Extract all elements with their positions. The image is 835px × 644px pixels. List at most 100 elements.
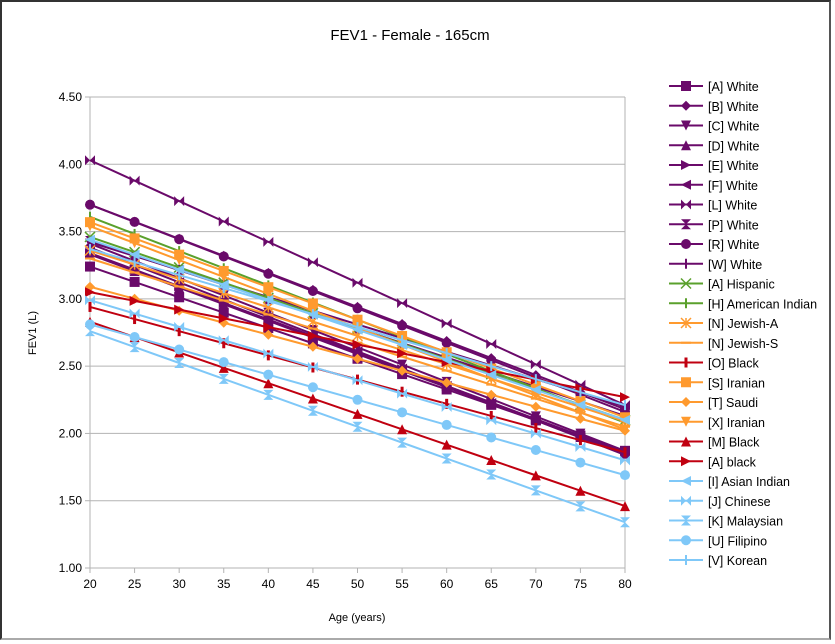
marker-hourglass: [530, 485, 541, 496]
marker-hourglass: [681, 515, 691, 526]
legend-label: [U] Filipino: [708, 534, 767, 548]
marker-circle: [129, 216, 140, 227]
marker-hourglass: [575, 501, 586, 512]
series-line: [85, 295, 630, 466]
legend-item: [M] Black: [669, 436, 760, 450]
marker-hourglass: [174, 358, 185, 369]
marker-bowtie: [129, 175, 140, 186]
marker-circle: [263, 268, 274, 279]
legend: [A] White [B] White [C] White [D] White [E] …: [669, 80, 817, 568]
marker-bowtie: [85, 295, 95, 306]
legend-item: [K] Malaysian: [669, 515, 783, 529]
legend-item: [A] black: [669, 455, 757, 469]
marker-square: [218, 265, 229, 276]
marker-tri-down: [174, 255, 185, 266]
y-tick-label: 1.00: [59, 561, 83, 575]
marker-tri-down: [681, 120, 691, 131]
marker-circle: [441, 419, 452, 430]
legend-label: [H] American Indian: [708, 297, 817, 311]
legend-label: [M] Black: [708, 436, 760, 450]
x-tick-label: 50: [351, 577, 365, 591]
marker-bowtie: [352, 277, 363, 288]
marker-bowtie: [441, 401, 452, 412]
y-tick-label: 2.50: [59, 359, 83, 373]
marker-circle: [397, 407, 408, 418]
marker-square: [530, 379, 541, 390]
marker-tri-right: [352, 339, 363, 350]
marker-diamond: [352, 353, 363, 364]
marker-circle: [307, 382, 318, 393]
marker-circle: [575, 457, 586, 468]
marker-vbar: [133, 314, 137, 325]
marker-vbar: [88, 301, 92, 312]
marker-tri-up: [307, 393, 318, 404]
marker-tri-up: [397, 424, 408, 435]
marker-circle: [681, 535, 691, 546]
legend-label: [C] White: [708, 120, 759, 134]
chart-title: FEV1 - Female - 165cm: [330, 27, 489, 44]
marker-vbar: [623, 447, 627, 458]
marker-tri-right: [218, 313, 229, 324]
marker-circle: [263, 369, 274, 380]
marker-bowtie: [352, 375, 363, 386]
marker-tri-left: [486, 369, 497, 380]
legend-label: [N] Jewish-S: [708, 337, 778, 351]
x-tick-label: 45: [306, 577, 320, 591]
marker-square: [681, 377, 691, 388]
legend-label: [B] White: [708, 100, 759, 114]
legend-item: [V] Korean: [669, 554, 767, 568]
marker-diamond: [681, 100, 691, 111]
marker-tri-up: [263, 378, 274, 389]
marker-bowtie: [530, 428, 541, 439]
marker-tri-up: [681, 140, 691, 151]
marker-bowtie: [397, 298, 408, 309]
marker-bowtie: [441, 318, 452, 329]
x-tick-label: 75: [574, 577, 588, 591]
legend-label: [F] White: [708, 179, 758, 193]
legend-item: [S] Iranian: [669, 376, 765, 390]
marker-bowtie: [575, 441, 586, 452]
marker-diamond: [681, 397, 691, 407]
marker-square: [263, 282, 274, 293]
marker-tri-right: [263, 322, 274, 333]
marker-circle: [441, 337, 452, 348]
legend-label: [S] Iranian: [708, 376, 765, 390]
marker-bowtie: [307, 257, 318, 268]
marker-vbar: [489, 410, 493, 421]
marker-circle: [620, 470, 630, 481]
legend-item: [L] White: [669, 199, 757, 213]
legend-label: [J] Chinese: [708, 495, 771, 509]
legend-item: [R] White: [669, 238, 759, 252]
marker-circle: [486, 355, 497, 366]
marker-circle: [352, 394, 363, 405]
marker-tri-down: [263, 288, 274, 299]
marker-bowtie: [263, 348, 274, 359]
x-tick-label: 35: [217, 577, 231, 591]
legend-item: [B] White: [669, 100, 759, 114]
legend-label: [N] Jewish-A: [708, 317, 779, 331]
legend-item: [H] American Indian: [669, 297, 817, 311]
marker-diamond: [441, 377, 452, 388]
legend-label: [P] White: [708, 218, 759, 232]
marker-square: [620, 412, 630, 423]
marker-tri-up: [530, 470, 541, 481]
x-tick-label: 65: [485, 577, 499, 591]
marker-diamond: [397, 365, 408, 376]
marker-tri-up: [352, 408, 363, 419]
x-axis: 20 25 30 35 40 45 50 55 60 65 70 75 80: [83, 568, 632, 591]
series-line: [85, 319, 630, 481]
marker-square: [85, 261, 95, 272]
marker-circle: [397, 320, 408, 331]
marker-circle: [174, 344, 185, 355]
marker-vbar: [177, 326, 181, 337]
legend-label: [R] White: [708, 238, 759, 252]
y-axis-label: FEV1 (L): [27, 311, 39, 355]
marker-tri-up: [681, 436, 691, 447]
legend-item: [D] White: [669, 139, 759, 153]
marker-tri-left: [352, 346, 363, 357]
x-tick-label: 60: [440, 577, 454, 591]
marker-square: [575, 396, 586, 407]
marker-bowtie: [397, 388, 408, 399]
y-tick-label: 3.50: [59, 225, 83, 239]
x-tick-label: 30: [172, 577, 186, 591]
